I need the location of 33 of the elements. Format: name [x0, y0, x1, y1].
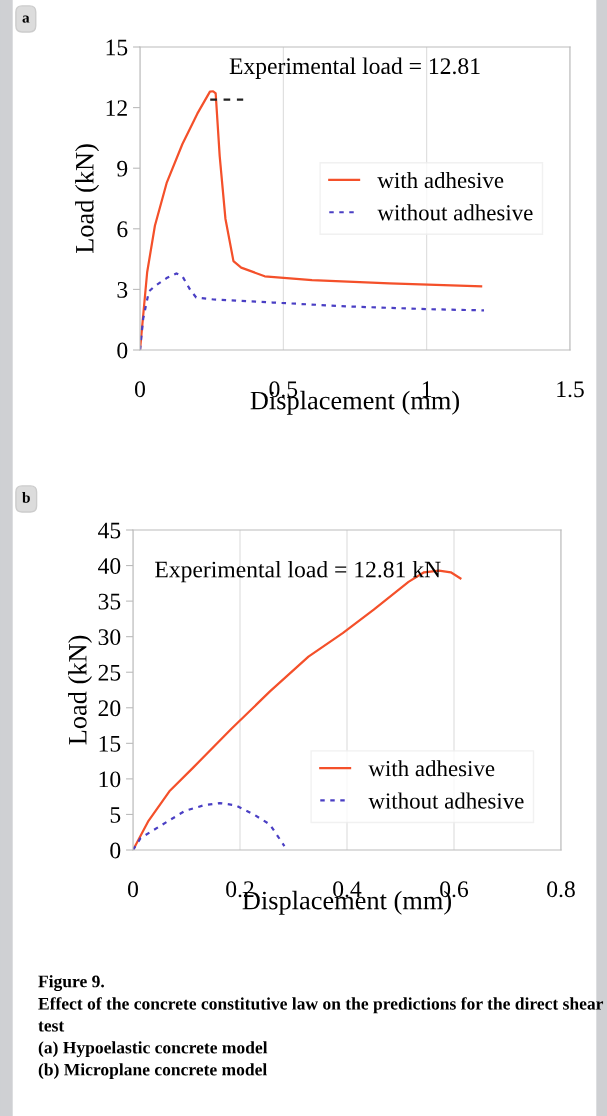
y-tick-label: 20	[98, 700, 121, 717]
y-tick-label: 0	[110, 842, 121, 859]
y-tick-label: 25	[98, 664, 121, 681]
y-axis-title: Load (kN)	[75, 144, 100, 254]
x-tick-label: 0.8	[547, 881, 575, 898]
legend-label: without adhesive	[377, 204, 533, 221]
y-tick-label: 35	[98, 593, 121, 610]
y-tick-label: 45	[98, 522, 121, 539]
y-tick-label: 40	[98, 558, 121, 574]
y-tick-label: 10	[99, 771, 121, 788]
text: (a) Hypoelastic concrete model	[38, 1041, 268, 1058]
text: Effect of the concrete constitutive law on the predictions for the direct shear test	[38, 997, 604, 1032]
x-tick-label: 1.5	[557, 381, 584, 398]
legend-label: without adhesive	[368, 792, 524, 809]
caption: Figure 9.	[38, 975, 104, 992]
y-tick-label: 0	[117, 342, 128, 359]
y-axis-title: Load (kN)	[68, 635, 93, 745]
y-tick-label: 9	[117, 160, 128, 177]
y-tick-label: 3	[117, 281, 128, 298]
y-tick-label: 30	[98, 629, 121, 646]
y-tick-label: 12	[106, 100, 127, 116]
y-tick-label: 15	[99, 735, 121, 752]
y-tick-label: 5	[110, 807, 121, 823]
y-tick-label: 15	[106, 39, 128, 56]
y-tick-label: 6	[117, 221, 128, 238]
line-series	[133, 801, 286, 850]
legend-label: with adhesive	[377, 171, 504, 189]
text: (b) Microplane concrete model	[38, 1063, 267, 1080]
chart-title: b	[22, 492, 30, 503]
chart-title: a	[22, 15, 30, 23]
x-tick-label: 0	[135, 381, 145, 398]
annotation: Experimental load = 12.81	[229, 57, 480, 79]
legend-label: with adhesive	[368, 760, 495, 777]
